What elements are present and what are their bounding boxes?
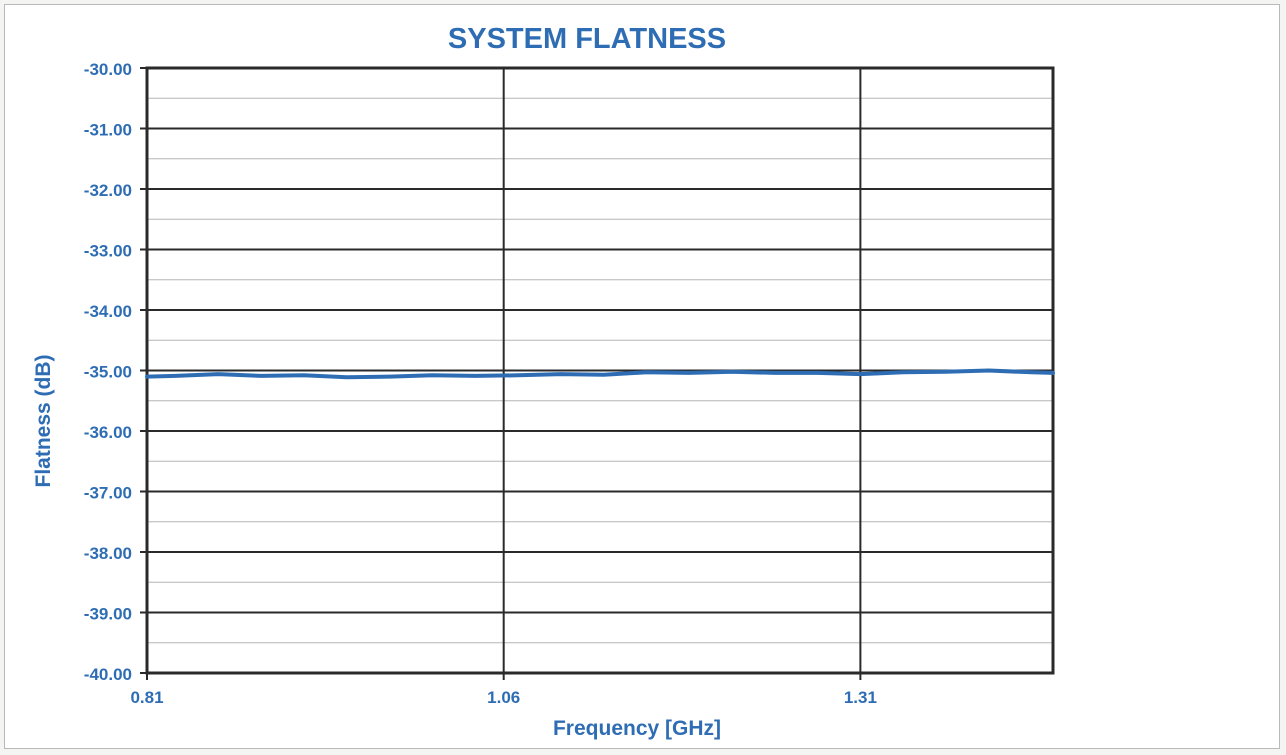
x-tick-label: 1.31 bbox=[844, 688, 877, 707]
chart-frame: SYSTEM FLATNESS -30.00 -31.00 -32.00 -33.00… bbox=[4, 4, 1280, 749]
x-tick-label: 1.06 bbox=[487, 688, 520, 707]
y-tick-label: -39.00 bbox=[84, 605, 132, 624]
y-tick-label: -34.00 bbox=[84, 302, 132, 321]
x-axis-ticks: 0.81 1.06 1.31 bbox=[130, 673, 877, 707]
y-axis-label: Flatness (dB) bbox=[32, 354, 55, 487]
flatness-chart: SYSTEM FLATNESS -30.00 -31.00 -32.00 -33.00… bbox=[32, 23, 1055, 740]
y-tick-label: -31.00 bbox=[84, 121, 132, 140]
y-tick-label: -33.00 bbox=[84, 242, 132, 261]
y-tick-label: -40.00 bbox=[84, 665, 132, 684]
y-tick-label: -36.00 bbox=[84, 423, 132, 442]
y-tick-label: -35.00 bbox=[84, 363, 132, 382]
x-tick-label: 0.81 bbox=[130, 688, 163, 707]
x-axis-label: Frequency [GHz] bbox=[553, 717, 721, 740]
y-axis-ticks: -30.00 -31.00 -32.00 -33.00 -34.00 -35.00 -36.… bbox=[84, 60, 147, 684]
series-line bbox=[145, 368, 1055, 380]
chart-title: SYSTEM FLATNESS bbox=[448, 23, 726, 55]
y-tick-label: -32.00 bbox=[84, 181, 132, 200]
series-layer bbox=[145, 368, 1055, 380]
y-tick-label: -37.00 bbox=[84, 484, 132, 503]
minor-gridlines bbox=[147, 97, 1053, 644]
y-tick-label: -30.00 bbox=[84, 60, 132, 79]
y-tick-label: -38.00 bbox=[84, 544, 132, 563]
